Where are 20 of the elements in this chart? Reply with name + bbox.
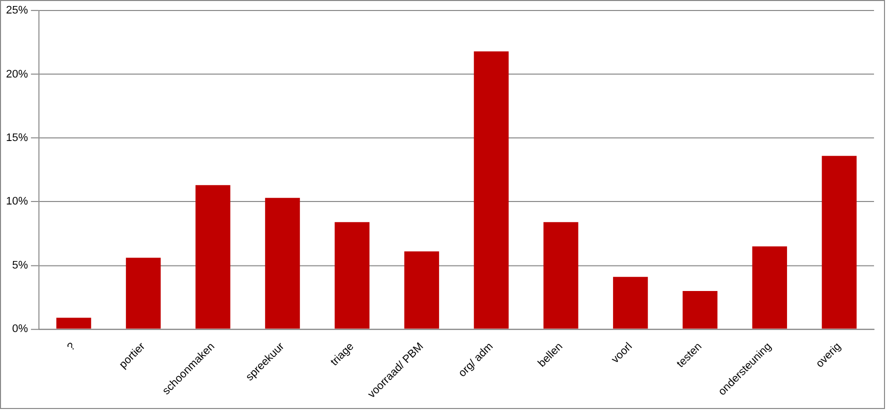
bar [543, 222, 578, 329]
y-tick-label: 15% [6, 132, 28, 144]
bar [265, 198, 300, 329]
y-tick-label: 0% [12, 323, 28, 336]
bar [474, 51, 509, 329]
y-tick-label: 20% [6, 68, 28, 80]
x-tick-label: org/ adm [456, 340, 496, 380]
x-tick-label: ? [65, 340, 78, 354]
bar [334, 222, 370, 329]
bar [126, 258, 161, 329]
bar [682, 290, 718, 329]
y-tick-label: 10% [6, 196, 28, 208]
bar [404, 251, 440, 329]
bar [56, 318, 92, 329]
y-tick-label: 25% [6, 4, 28, 17]
bar [613, 276, 648, 329]
bar [196, 185, 230, 329]
bar [752, 246, 788, 329]
bar [822, 156, 857, 329]
y-tick-label: 5% [12, 259, 28, 272]
